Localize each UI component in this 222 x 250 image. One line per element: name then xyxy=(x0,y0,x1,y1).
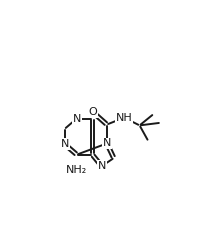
Text: N: N xyxy=(97,161,106,171)
Text: O: O xyxy=(88,107,97,117)
Text: N: N xyxy=(103,138,111,148)
Text: N: N xyxy=(73,114,81,124)
Text: N: N xyxy=(61,139,69,149)
Text: NH: NH xyxy=(116,113,133,123)
Text: NH₂: NH₂ xyxy=(66,165,87,175)
